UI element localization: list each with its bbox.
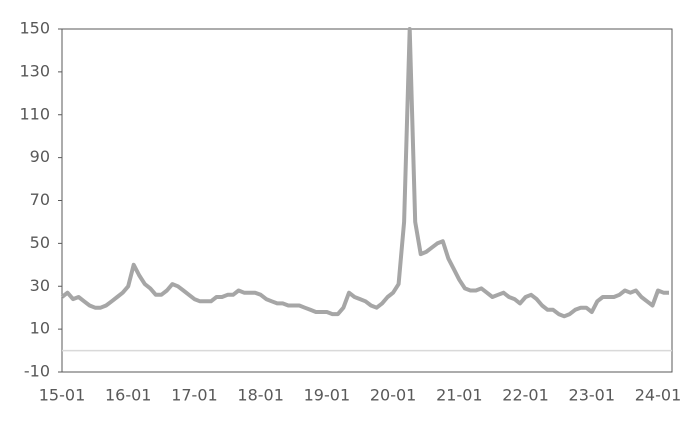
x-tick-label: 23-01 bbox=[569, 386, 616, 405]
x-tick-label: 15-01 bbox=[39, 386, 86, 405]
y-tick-label: 70 bbox=[30, 190, 50, 209]
data-line bbox=[60, 27, 669, 319]
x-tick-label: 16-01 bbox=[105, 386, 152, 405]
x-tick-label: 22-01 bbox=[502, 386, 549, 405]
x-tick-label: 20-01 bbox=[370, 386, 417, 405]
plot-frame bbox=[61, 28, 673, 373]
y-tick-label: 150 bbox=[19, 19, 50, 38]
y-tick-label: 10 bbox=[30, 319, 50, 338]
x-tick-label: 24-01 bbox=[635, 386, 682, 405]
y-tick-label: 50 bbox=[30, 233, 50, 252]
x-tick-label: 17-01 bbox=[171, 386, 218, 405]
x-tick-label: 21-01 bbox=[436, 386, 483, 405]
y-tick-label: -10 bbox=[24, 362, 50, 381]
x-tick-label: 18-01 bbox=[237, 386, 284, 405]
x-tick-label: 19-01 bbox=[304, 386, 351, 405]
y-tick-label: 30 bbox=[30, 276, 50, 295]
y-tick-label: 90 bbox=[30, 147, 50, 166]
y-tick-label: 130 bbox=[19, 61, 50, 80]
y-tick-label: 110 bbox=[19, 104, 50, 123]
